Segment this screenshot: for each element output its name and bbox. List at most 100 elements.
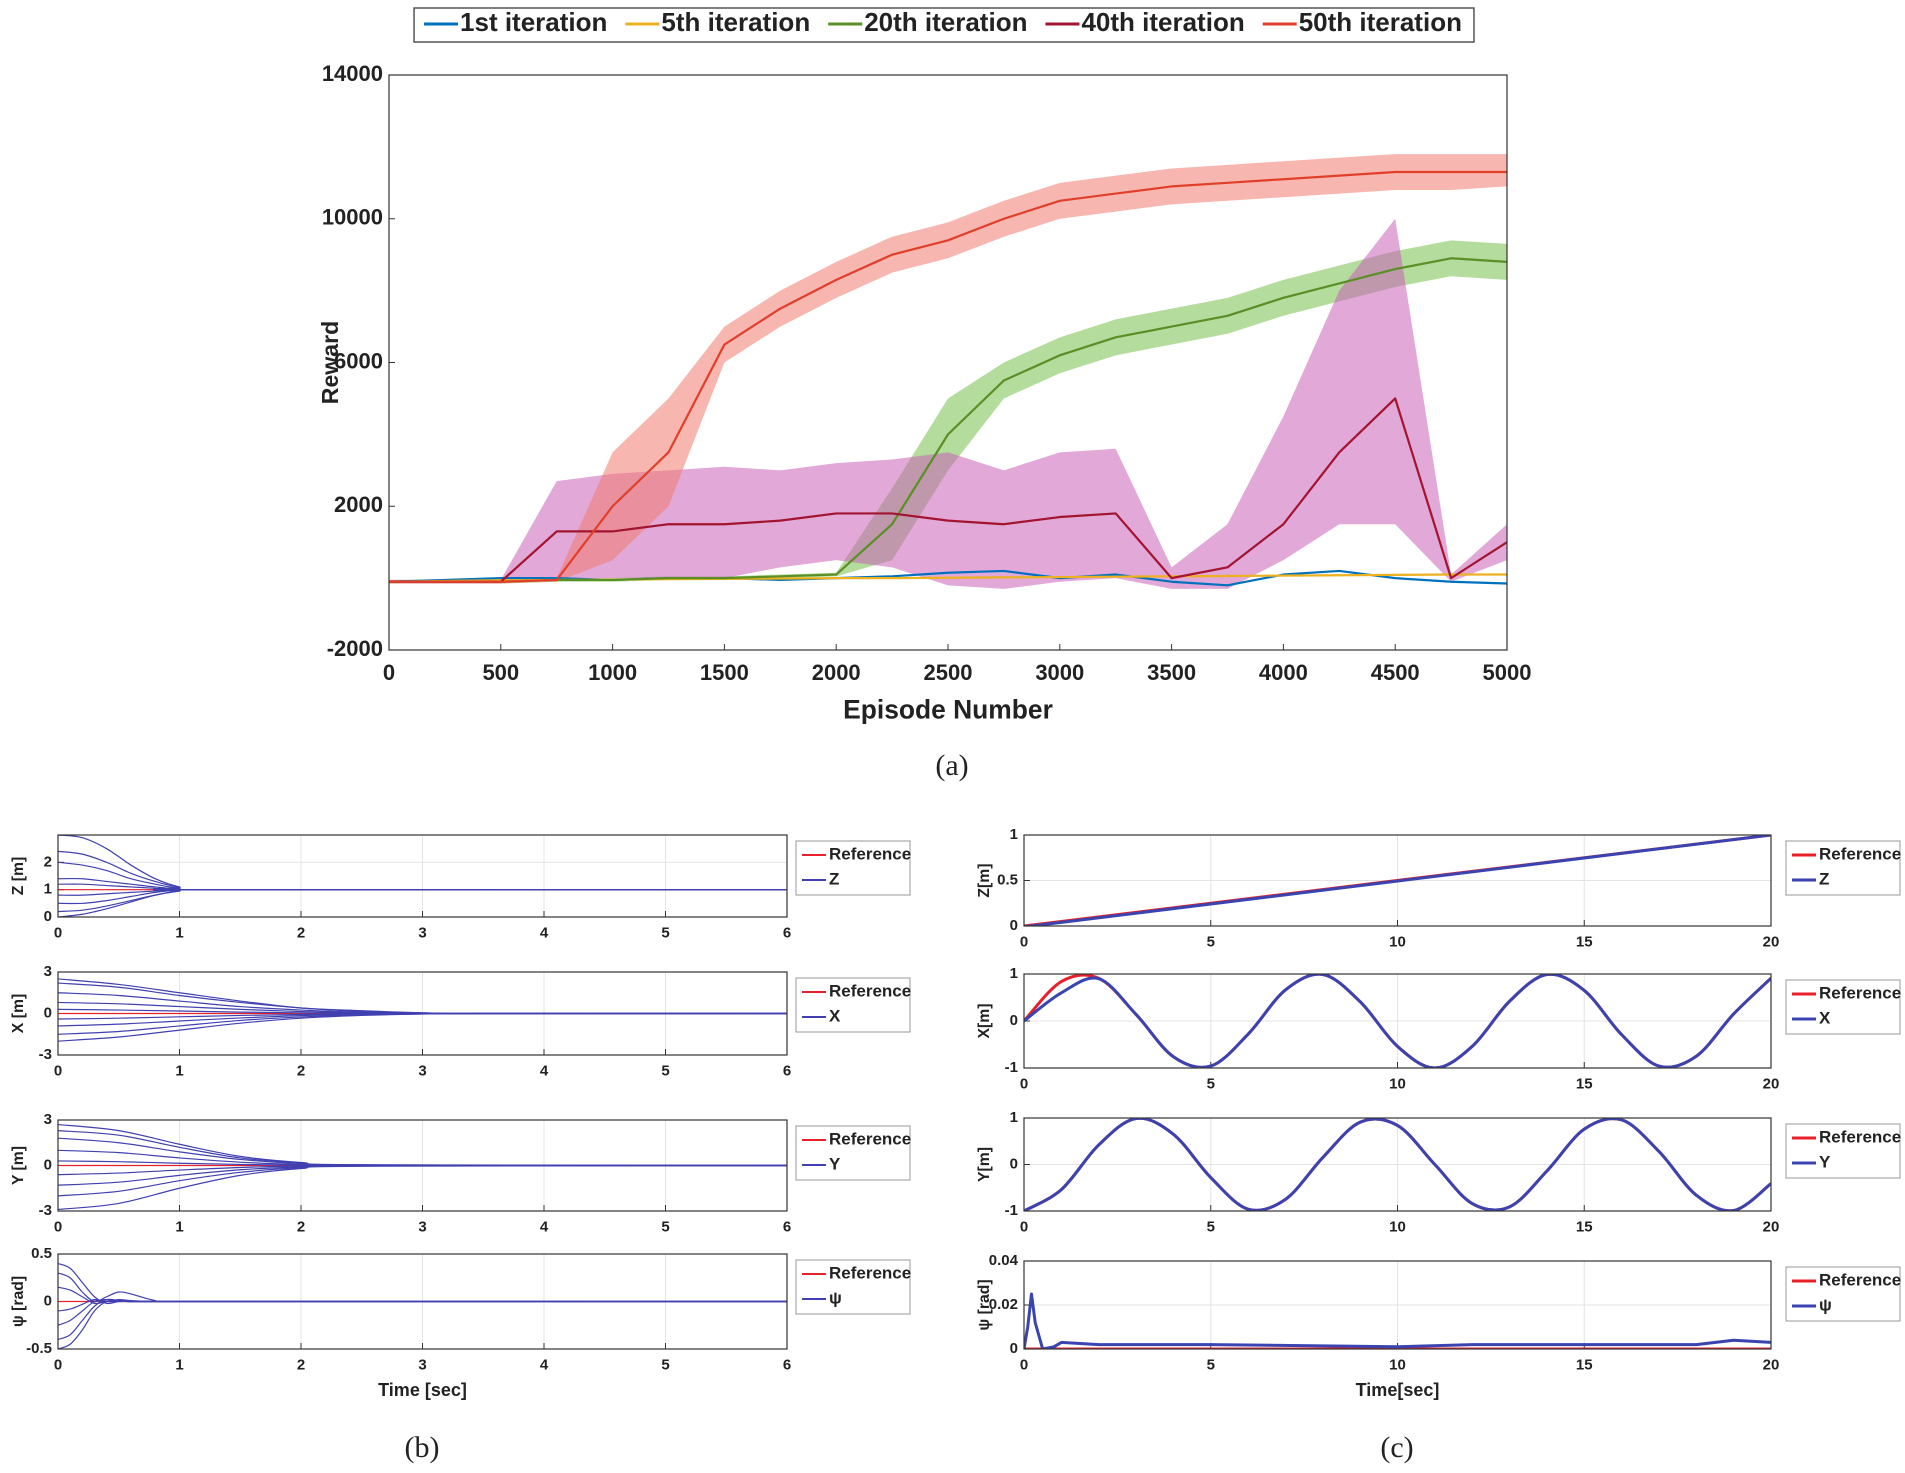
- confidence-band: [389, 240, 1507, 584]
- x-tick-label: 0: [1020, 1356, 1028, 1373]
- legend-label: Reference: [1819, 1127, 1901, 1146]
- series-line: [58, 1299, 787, 1349]
- x-tick-label: 4500: [1371, 660, 1420, 685]
- x-tick-label: 10: [1389, 1356, 1406, 1373]
- x-tick-label: 5: [1207, 1218, 1215, 1235]
- confidence-band: [389, 154, 1507, 584]
- series-line: [389, 170, 1507, 583]
- legend-box: [413, 7, 1475, 43]
- x-tick-label: 15: [1576, 1356, 1593, 1373]
- y-tick-label: 1: [1010, 1109, 1018, 1126]
- plot-lines: [389, 154, 1507, 589]
- x-tick-label: 6: [783, 1218, 791, 1235]
- plot-frame: [57, 1119, 788, 1212]
- x-tick-label: 5000: [1483, 660, 1532, 685]
- legend-label: X: [1819, 1008, 1831, 1027]
- x-tick-label: 4: [540, 1356, 549, 1373]
- y-axis-label: ψ [rad]: [976, 1279, 993, 1330]
- plot-lines: [1024, 1118, 1771, 1211]
- legend-box: [795, 1259, 911, 1315]
- series-line: [58, 1164, 787, 1211]
- x-axis-label: Time[sec]: [1356, 1380, 1440, 1400]
- y-tick-label: 0.02: [989, 1296, 1018, 1313]
- legend-label: Y: [1819, 1152, 1831, 1171]
- y-tick-label: -1: [1005, 1059, 1018, 1076]
- legend-label: ψ: [829, 1288, 842, 1307]
- legend-label: 50th iteration: [1299, 7, 1462, 37]
- series-line: [1024, 1118, 1771, 1211]
- x-tick-label: 5: [1207, 1075, 1215, 1092]
- legend-box: [1785, 840, 1901, 896]
- legend-label: 1st iteration: [460, 7, 607, 37]
- legend-label: Z: [1819, 869, 1829, 888]
- y-tick-label: 2: [44, 853, 52, 870]
- x-tick-label: 5: [661, 1062, 669, 1079]
- legend-label: Reference: [829, 1263, 911, 1282]
- plot-lines: [1024, 835, 1771, 926]
- plot-lines: [58, 835, 787, 917]
- x-tick-label: 0: [54, 1218, 62, 1235]
- y-tick-label: 3: [44, 963, 52, 980]
- x-tick-label: 15: [1576, 1218, 1593, 1235]
- x-tick-label: 0: [1020, 1218, 1028, 1235]
- x-tick-label: 1000: [588, 660, 637, 685]
- plot-lines: [1024, 1292, 1771, 1349]
- x-tick-label: 15: [1576, 933, 1593, 950]
- legend-label: Y: [829, 1154, 841, 1173]
- y-tick-label: -3: [39, 1046, 52, 1063]
- y-axis-label: Y[m]: [976, 1147, 993, 1182]
- y-axis-label: X[m]: [976, 1004, 993, 1039]
- y-tick-label: 2000: [334, 492, 383, 517]
- series-line: [389, 397, 1507, 583]
- x-tick-label: 20: [1763, 1218, 1780, 1235]
- legend-box: [795, 977, 911, 1033]
- x-tick-label: 6: [783, 1356, 791, 1373]
- x-tick-label: 4: [540, 1062, 549, 1079]
- plot-frame: [57, 834, 788, 918]
- x-tick-label: 5: [661, 1218, 669, 1235]
- y-axis-label: Z[m]: [976, 863, 993, 897]
- legend-label: Z: [829, 869, 839, 888]
- plot-frame: [388, 74, 1508, 651]
- legend-box: [1785, 979, 1901, 1035]
- y-tick-label: 0: [1010, 1012, 1018, 1029]
- plot-frame: [1023, 973, 1772, 1069]
- legend-label: Reference: [829, 844, 911, 863]
- legend-label: Reference: [1819, 844, 1901, 863]
- x-tick-label: 0: [54, 1356, 62, 1373]
- plot-frame: [57, 1253, 788, 1350]
- y-tick-label: 0.04: [989, 1252, 1019, 1269]
- x-tick-label: 2000: [812, 660, 861, 685]
- series-line: [58, 1012, 787, 1042]
- x-tick-label: 10: [1389, 933, 1406, 950]
- y-axis-label: Y [m]: [10, 1146, 27, 1185]
- x-tick-label: 5: [1207, 1356, 1215, 1373]
- y-tick-label: 14000: [322, 61, 383, 86]
- x-tick-label: 2: [297, 1062, 305, 1079]
- y-axis-label: Z [m]: [10, 857, 27, 896]
- x-tick-label: 3000: [1035, 660, 1084, 685]
- x-tick-label: 10: [1389, 1075, 1406, 1092]
- x-tick-label: 3: [418, 924, 426, 941]
- legend-box: [795, 1125, 911, 1181]
- y-tick-label: 0: [44, 1156, 52, 1173]
- y-tick-label: 0: [44, 1292, 52, 1309]
- x-tick-label: 0: [383, 660, 395, 685]
- x-tick-label: 20: [1763, 1356, 1780, 1373]
- x-tick-label: 15: [1576, 1075, 1593, 1092]
- legend-label: 5th iteration: [661, 7, 810, 37]
- x-tick-label: 10: [1389, 1218, 1406, 1235]
- y-axis-label: ψ [rad]: [10, 1276, 27, 1327]
- x-tick-label: 5: [1207, 933, 1215, 950]
- legend-label: Reference: [829, 1129, 911, 1148]
- legend-label: 20th iteration: [864, 7, 1027, 37]
- x-tick-label: 6: [783, 924, 791, 941]
- caption: (a): [935, 749, 968, 782]
- x-tick-label: 4: [540, 924, 549, 941]
- plot-frame: [1023, 834, 1772, 927]
- y-tick-label: 0: [1010, 917, 1018, 934]
- plot-frame: [1023, 1117, 1772, 1212]
- y-tick-label: 0: [44, 1004, 52, 1021]
- legend-label: Reference: [1819, 983, 1901, 1002]
